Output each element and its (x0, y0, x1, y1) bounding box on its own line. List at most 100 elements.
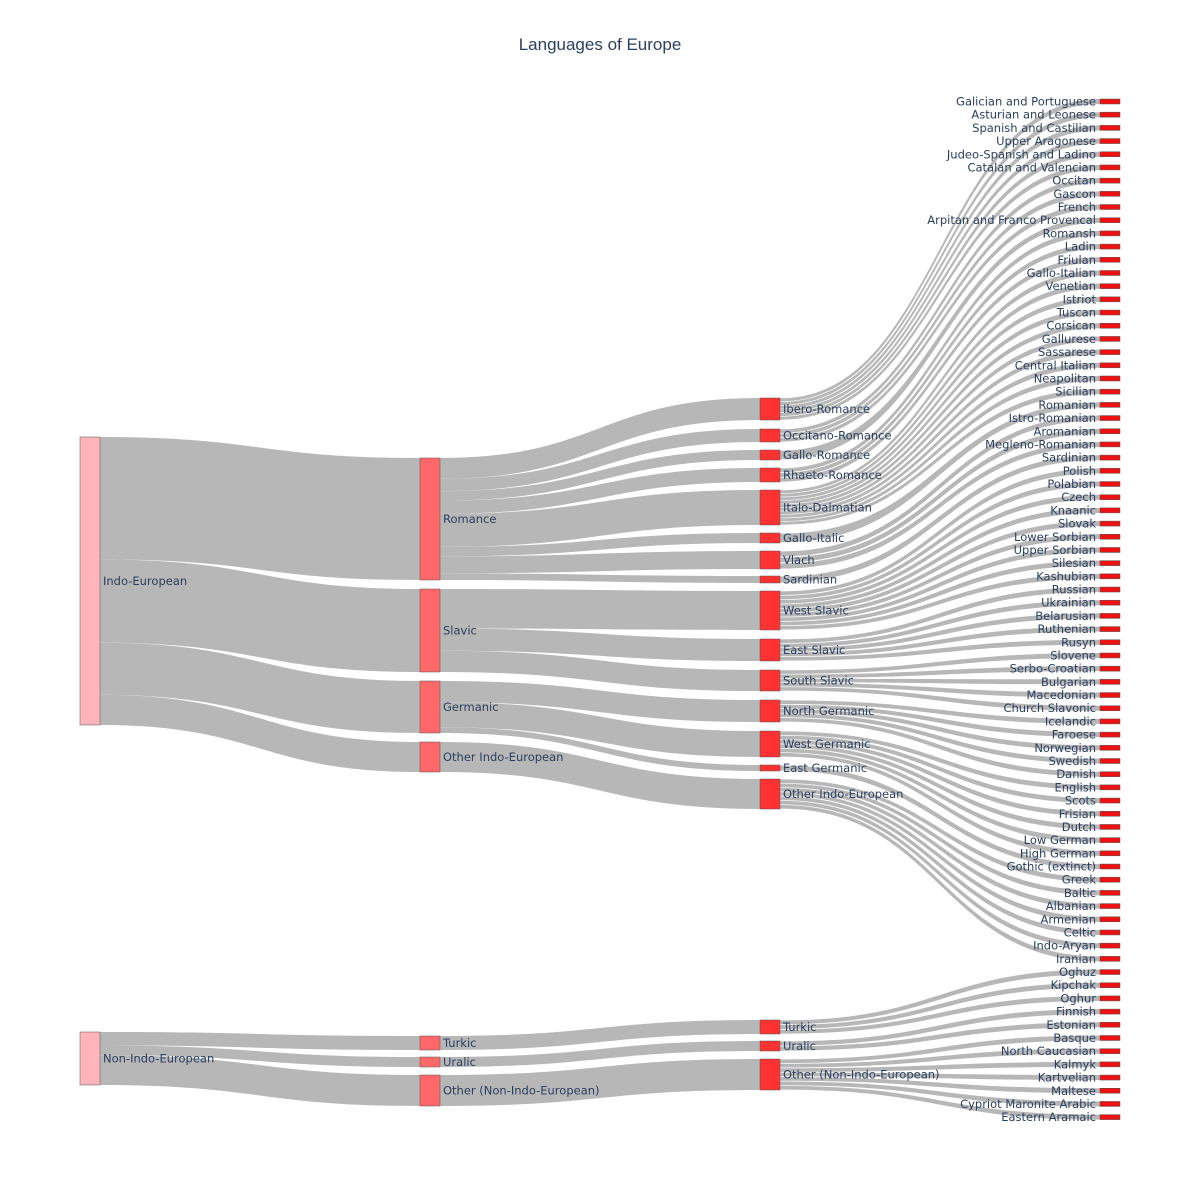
node-branch-uralic[interactable] (759, 1040, 781, 1052)
node-leaf-gallurese[interactable] (1099, 336, 1121, 342)
node-leaf-tuscan[interactable] (1099, 309, 1121, 316)
node-leaf-indo-aryan[interactable] (1099, 942, 1121, 949)
node-branch-west-germanic[interactable] (759, 730, 781, 758)
node-leaf-aromanian[interactable] (1099, 428, 1121, 434)
node-family-germanic[interactable] (419, 680, 441, 734)
node-root-non-indo-european[interactable] (79, 1031, 101, 1086)
node-branch-vlach[interactable] (759, 550, 781, 570)
node-leaf-galician-and-portuguese[interactable] (1099, 98, 1121, 105)
node-leaf-finnish[interactable] (1099, 1008, 1121, 1015)
node-leaf-dutch[interactable] (1099, 824, 1121, 830)
node-leaf-frisian[interactable] (1099, 811, 1121, 817)
node-branch-occitano-romance[interactable] (759, 428, 781, 443)
node-leaf-czech[interactable] (1099, 494, 1121, 500)
node-leaf-knaanic[interactable] (1099, 507, 1121, 514)
node-leaf-faroese[interactable] (1099, 731, 1121, 738)
node-leaf-swedish[interactable] (1099, 758, 1121, 764)
node-leaf-arpitan-and-franco-provencal[interactable] (1099, 217, 1121, 223)
node-branch-other-non-indo-european[interactable] (759, 1058, 781, 1091)
node-leaf-kashubian[interactable] (1099, 573, 1121, 580)
node-leaf-polabian[interactable] (1099, 481, 1121, 487)
node-branch-italo-dalmatian[interactable] (759, 489, 781, 526)
node-leaf-gallo-italian[interactable] (1099, 270, 1121, 276)
node-leaf-sardinian[interactable] (1099, 454, 1121, 461)
node-leaf-belarusian[interactable] (1099, 613, 1121, 619)
node-leaf-ladin[interactable] (1099, 243, 1121, 250)
node-leaf-english[interactable] (1099, 784, 1121, 791)
node-leaf-kartvelian[interactable] (1099, 1074, 1121, 1081)
node-leaf-cypriot-maronite-arabic[interactable] (1099, 1101, 1121, 1107)
node-branch-ibero-romance[interactable] (759, 397, 781, 421)
node-leaf-basque[interactable] (1099, 1035, 1121, 1041)
node-leaf-danish[interactable] (1099, 771, 1121, 777)
node-root-indo-european[interactable] (79, 436, 101, 726)
node-branch-south-slavic[interactable] (759, 669, 781, 692)
node-leaf-neapolitan[interactable] (1099, 375, 1121, 382)
node-leaf-megleno-romanian[interactable] (1099, 441, 1121, 448)
node-branch-gallo-romance[interactable] (759, 449, 781, 461)
node-leaf-church-slavonic[interactable] (1099, 705, 1121, 711)
node-branch-sardinian[interactable] (759, 575, 781, 584)
node-leaf-scots[interactable] (1099, 797, 1121, 804)
node-branch-gallo-italic[interactable] (759, 532, 781, 544)
node-branch-turkic[interactable] (759, 1019, 781, 1035)
node-leaf-judeo-spanish-and-ladino[interactable] (1099, 151, 1121, 158)
node-leaf-istriot[interactable] (1099, 296, 1121, 303)
node-leaf-bulgarian[interactable] (1099, 679, 1121, 685)
node-leaf-russian[interactable] (1099, 586, 1121, 593)
node-leaf-romansh[interactable] (1099, 230, 1121, 237)
node-leaf-sicilian[interactable] (1099, 388, 1121, 395)
node-leaf-high-german[interactable] (1099, 850, 1121, 857)
node-branch-east-slavic[interactable] (759, 638, 781, 662)
node-leaf-spanish-and-castilian[interactable] (1099, 125, 1121, 131)
node-leaf-kipchak[interactable] (1099, 982, 1121, 988)
node-leaf-armenian[interactable] (1099, 916, 1121, 923)
node-branch-other-indo-european[interactable] (759, 778, 781, 810)
node-leaf-french[interactable] (1099, 204, 1121, 210)
node-leaf-friulan[interactable] (1099, 257, 1121, 263)
node-family-other-indo-european[interactable] (419, 741, 441, 773)
node-family-turkic[interactable] (419, 1035, 441, 1051)
node-leaf-low-german[interactable] (1099, 837, 1121, 843)
node-leaf-sassarese[interactable] (1099, 349, 1121, 355)
node-leaf-istro-romanian[interactable] (1099, 415, 1121, 421)
node-branch-east-germanic[interactable] (759, 764, 781, 772)
node-family-uralic[interactable] (419, 1056, 441, 1068)
node-leaf-ruthenian[interactable] (1099, 626, 1121, 632)
node-leaf-slovak[interactable] (1099, 520, 1121, 527)
node-leaf-kalmyk[interactable] (1099, 1061, 1121, 1068)
node-family-slavic[interactable] (419, 588, 441, 673)
node-leaf-upper-sorbian[interactable] (1099, 547, 1121, 553)
node-leaf-lower-sorbian[interactable] (1099, 534, 1121, 540)
node-leaf-celtic[interactable] (1099, 929, 1121, 936)
node-leaf-catalan-and-valencian[interactable] (1099, 164, 1121, 171)
node-leaf-oghuz[interactable] (1099, 969, 1121, 975)
node-leaf-romanian[interactable] (1099, 402, 1121, 408)
node-leaf-serbo-croatian[interactable] (1099, 665, 1121, 672)
node-leaf-greek[interactable] (1099, 876, 1121, 883)
node-leaf-occitan[interactable] (1099, 177, 1121, 184)
node-leaf-venetian[interactable] (1099, 283, 1121, 289)
node-leaf-ukrainian[interactable] (1099, 599, 1121, 606)
node-leaf-asturian-and-leonese[interactable] (1099, 111, 1121, 118)
node-leaf-oghur[interactable] (1099, 995, 1121, 1002)
node-branch-north-germanic[interactable] (759, 699, 781, 723)
node-leaf-gothic-extinct[interactable] (1099, 863, 1121, 870)
node-leaf-maltese[interactable] (1099, 1088, 1121, 1094)
node-leaf-rusyn[interactable] (1099, 639, 1121, 646)
node-leaf-baltic[interactable] (1099, 890, 1121, 896)
node-leaf-iranian[interactable] (1099, 956, 1121, 962)
node-leaf-estonian[interactable] (1099, 1022, 1121, 1028)
node-branch-rhaeto-romance[interactable] (759, 467, 781, 483)
node-leaf-central-italian[interactable] (1099, 362, 1121, 369)
node-leaf-upper-aragonese[interactable] (1099, 138, 1121, 144)
node-leaf-slovene[interactable] (1099, 652, 1121, 659)
node-leaf-north-caucasian[interactable] (1099, 1048, 1121, 1054)
node-leaf-silesian[interactable] (1099, 560, 1121, 566)
node-family-other-non-indo-european[interactable] (419, 1074, 441, 1107)
node-leaf-polish[interactable] (1099, 468, 1121, 474)
node-leaf-icelandic[interactable] (1099, 718, 1121, 725)
node-leaf-macedonian[interactable] (1099, 692, 1121, 698)
node-leaf-gascon[interactable] (1099, 191, 1121, 197)
node-leaf-eastern-aramaic[interactable] (1099, 1114, 1121, 1120)
